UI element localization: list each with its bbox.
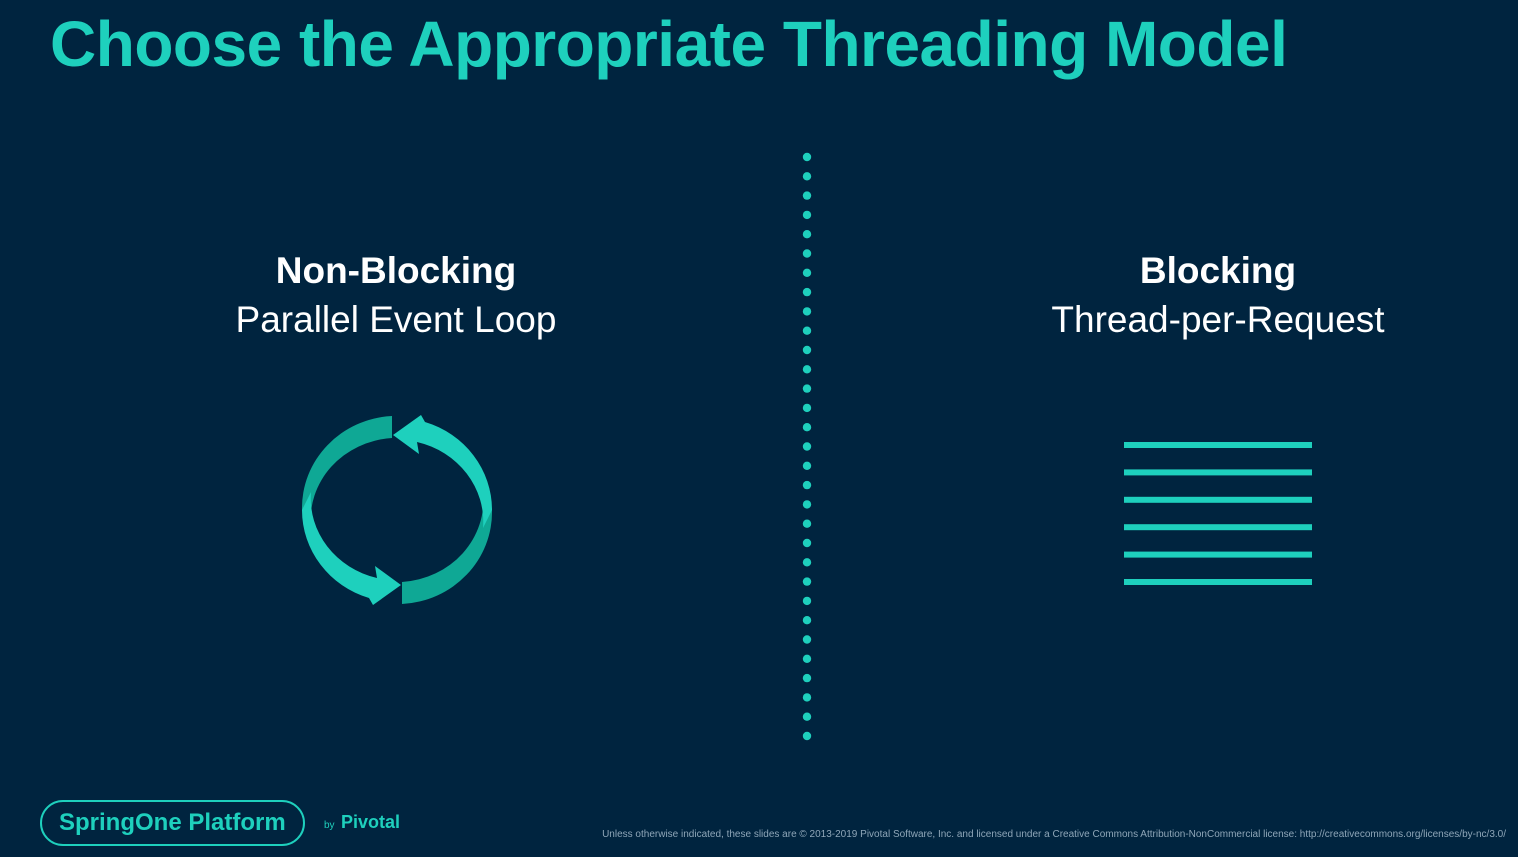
divider-dot: [802, 635, 812, 644]
thread-line: [1124, 551, 1312, 558]
thread-line: [1124, 579, 1312, 585]
divider-dot: [802, 230, 812, 239]
stacked-lines-icon: [1124, 442, 1312, 585]
divider-dot: [802, 596, 812, 606]
divider-dot: [802, 326, 812, 335]
non-blocking-column: Non-Blocking Parallel Event Loop: [116, 248, 676, 346]
divider-dot: [802, 654, 812, 663]
brand-name: SpringOne Platform: [59, 809, 286, 836]
divider-dot: [802, 365, 812, 374]
divider-dot: [802, 268, 812, 277]
non-blocking-subheading: Parallel Event Loop: [235, 299, 557, 340]
divider-dot: [802, 519, 812, 528]
blocking-column: Blocking Thread-per-Request: [938, 248, 1498, 346]
blocking-subheading: Thread-per-Request: [1051, 299, 1385, 340]
divider-dot: [802, 249, 812, 258]
divider-dot: [802, 210, 812, 220]
divider-dot: [802, 442, 812, 451]
divider-dot: [802, 577, 812, 586]
pivotal-logo-text: Pivotal: [341, 812, 401, 832]
divider-dot: [802, 558, 812, 567]
divider-dot: [802, 307, 812, 316]
dotted-divider: [802, 152, 812, 741]
divider-dot: [802, 172, 812, 181]
divider-dot: [802, 423, 812, 432]
divider-dot: [802, 345, 812, 355]
divider-dot: [802, 616, 812, 625]
thread-line: [1124, 442, 1312, 448]
circular-arrows-icon: [301, 415, 493, 605]
divider-dot: [802, 538, 812, 548]
pivotal-byline: by Pivotal: [324, 812, 400, 833]
thread-line: [1124, 469, 1312, 476]
divider-dot: [802, 403, 812, 413]
license-notice: Unless otherwise indicated, these slides…: [602, 829, 1506, 840]
divider-dot: [802, 191, 812, 200]
non-blocking-heading: Non-Blocking: [275, 250, 517, 291]
divider-dot: [802, 693, 812, 702]
divider-dot: [802, 712, 812, 721]
divider-dot: [802, 500, 812, 509]
blocking-heading: Blocking: [1139, 250, 1297, 291]
thread-line: [1124, 524, 1312, 531]
divider-dot: [802, 287, 812, 297]
divider-dot: [802, 673, 812, 683]
thread-line: [1124, 496, 1312, 503]
divider-dot: [802, 480, 812, 490]
divider-dot: [802, 152, 812, 162]
by-label: by: [324, 820, 335, 831]
divider-dot: [802, 731, 812, 741]
slide-title: Choose the Appropriate Threading Model: [50, 8, 1288, 80]
springone-platform-logo: SpringOne Platform: [40, 800, 305, 846]
divider-dot: [802, 384, 812, 393]
divider-dot: [802, 461, 812, 470]
